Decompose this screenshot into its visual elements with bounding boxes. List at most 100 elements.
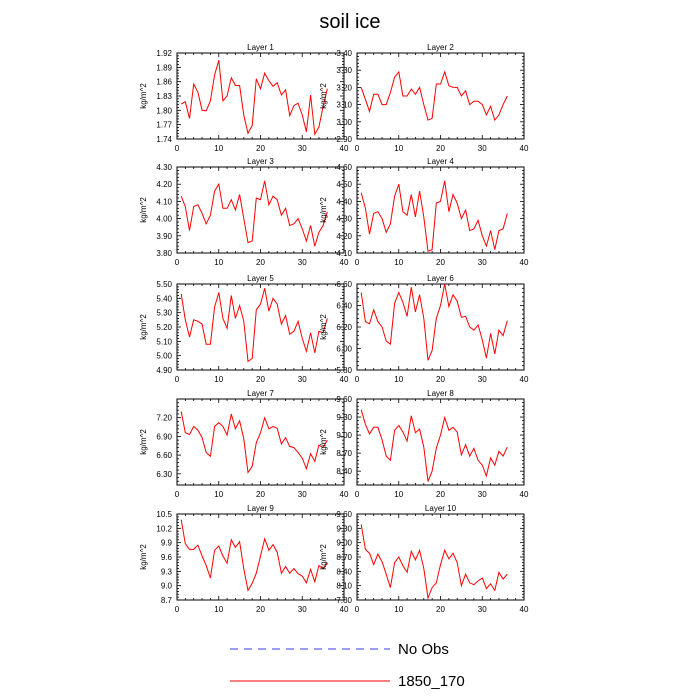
y-tick-label: 3.10 bbox=[336, 101, 352, 110]
y-tick-label: 4.50 bbox=[336, 180, 352, 189]
x-tick-label: 20 bbox=[256, 258, 265, 267]
panel-title: Layer 1 bbox=[247, 43, 274, 52]
series-line-1850-170 bbox=[360, 283, 508, 361]
y-tick-label: 10.2 bbox=[156, 524, 172, 533]
y-tick-label: 8.10 bbox=[336, 582, 352, 591]
y-tick-label: 1.86 bbox=[156, 78, 172, 87]
x-tick-label: 0 bbox=[355, 605, 360, 614]
plot-frame bbox=[356, 166, 525, 254]
y-tick-label: 4.30 bbox=[156, 163, 172, 172]
y-tick-label: 5.80 bbox=[336, 366, 352, 375]
x-tick-label: 40 bbox=[520, 144, 529, 153]
y-tick-label: 7.20 bbox=[156, 414, 172, 423]
y-tick-label: 5.20 bbox=[156, 323, 172, 332]
x-tick-label: 40 bbox=[520, 258, 529, 267]
x-tick-label: 30 bbox=[298, 490, 307, 499]
y-tick-label: 6.40 bbox=[336, 302, 352, 311]
y-tick-label: 3.40 bbox=[336, 49, 352, 58]
series-line-1850-170 bbox=[180, 519, 328, 592]
series-line-1850-170 bbox=[360, 524, 508, 601]
y-tick-label: 6.60 bbox=[156, 451, 172, 460]
x-tick-label: 10 bbox=[394, 144, 403, 153]
x-tick-label: 20 bbox=[436, 258, 445, 267]
legend-label-no-obs: No Obs bbox=[398, 641, 449, 658]
x-tick-label: 30 bbox=[478, 375, 487, 384]
x-tick-label: 20 bbox=[256, 490, 265, 499]
panel-layer-1: Layer 1 kg/m^2 0 10 20 30 40 1.74 1.77 1.80 1.83 1.… bbox=[139, 43, 349, 153]
y-tick-label: 4.10 bbox=[336, 249, 352, 258]
y-axis-label: kg/m^2 bbox=[139, 544, 148, 570]
x-tick-label: 0 bbox=[355, 375, 360, 384]
y-tick-label: 6.20 bbox=[336, 323, 352, 332]
x-tick-label: 0 bbox=[175, 605, 180, 614]
x-tick-label: 40 bbox=[340, 605, 349, 614]
y-tick-label: 7.80 bbox=[336, 596, 352, 605]
y-axis-label: kg/m^2 bbox=[319, 544, 328, 570]
y-tick-label: 1.77 bbox=[156, 121, 172, 130]
x-tick-label: 20 bbox=[256, 605, 265, 614]
y-tick-label: 1.89 bbox=[156, 63, 172, 72]
x-tick-label: 30 bbox=[298, 375, 307, 384]
x-tick-label: 40 bbox=[340, 375, 349, 384]
figure-title: soil ice bbox=[319, 11, 380, 33]
y-tick-label: 4.40 bbox=[336, 197, 352, 206]
y-tick-label: 6.90 bbox=[156, 432, 172, 441]
y-tick-label: 1.92 bbox=[156, 49, 172, 58]
x-tick-label: 30 bbox=[478, 605, 487, 614]
y-tick-label: 4.00 bbox=[156, 215, 172, 224]
y-tick-label: 5.50 bbox=[156, 280, 172, 289]
panel-title: Layer 10 bbox=[425, 504, 457, 513]
x-tick-label: 10 bbox=[394, 490, 403, 499]
y-tick-label: 9.9 bbox=[161, 539, 173, 548]
y-tick-label: 4.30 bbox=[336, 215, 352, 224]
x-tick-label: 0 bbox=[175, 144, 180, 153]
y-tick-label: 1.74 bbox=[156, 135, 172, 144]
panel-title: Layer 7 bbox=[247, 389, 274, 398]
y-axis-label: kg/m^2 bbox=[319, 429, 328, 455]
x-tick-label: 10 bbox=[394, 375, 403, 384]
x-tick-label: 10 bbox=[394, 258, 403, 267]
y-tick-label: 5.10 bbox=[156, 337, 172, 346]
panel-grid: Layer 1 kg/m^2 0 10 20 30 40 1.74 1.77 1.80 1.83 1.… bbox=[139, 43, 529, 614]
plot-frame bbox=[356, 513, 525, 601]
x-tick-label: 40 bbox=[520, 605, 529, 614]
x-tick-label: 10 bbox=[214, 375, 223, 384]
panel-title: Layer 4 bbox=[427, 157, 454, 166]
x-tick-label: 40 bbox=[340, 144, 349, 153]
y-tick-label: 9.30 bbox=[336, 524, 352, 533]
panel-layer-9: Layer 9 kg/m^2 0 10 20 30 40 8.7 9.0 9.3 9.6 9.9 10.… bbox=[139, 504, 349, 614]
x-tick-label: 0 bbox=[355, 258, 360, 267]
x-tick-label: 40 bbox=[340, 490, 349, 499]
x-tick-label: 30 bbox=[298, 258, 307, 267]
y-axis-label: kg/m^2 bbox=[139, 197, 148, 223]
x-tick-label: 30 bbox=[478, 490, 487, 499]
panel-title: Layer 6 bbox=[427, 274, 454, 283]
y-axis-label: kg/m^2 bbox=[319, 314, 328, 340]
plot-frame bbox=[356, 398, 525, 486]
y-tick-label: 8.40 bbox=[336, 567, 352, 576]
x-tick-label: 20 bbox=[436, 375, 445, 384]
y-tick-label: 3.20 bbox=[336, 83, 352, 92]
y-axis-label: kg/m^2 bbox=[139, 429, 148, 455]
y-tick-label: 9.00 bbox=[336, 539, 352, 548]
y-tick-label: 5.40 bbox=[156, 294, 172, 303]
panel-layer-4: Layer 4kg/m^20 10 20 30 404.104.204.304.404.… bbox=[319, 157, 529, 267]
panel-title: Layer 2 bbox=[427, 43, 454, 52]
x-tick-label: 30 bbox=[478, 258, 487, 267]
panel-title: Layer 3 bbox=[247, 157, 274, 166]
x-tick-label: 10 bbox=[214, 605, 223, 614]
panel-layer-5: Layer 5 kg/m^2 0 10 20 30 40 4.90 5.00 5.10 5.20 5.… bbox=[139, 274, 349, 384]
series-line-1850-170 bbox=[180, 288, 328, 363]
legend: No Obs 1850_170 bbox=[230, 641, 465, 690]
series-line-1850-170 bbox=[360, 180, 508, 253]
y-tick-label: 1.83 bbox=[156, 92, 172, 101]
series-line-1850-170 bbox=[180, 180, 328, 247]
y-tick-label: 4.90 bbox=[156, 366, 172, 375]
plot-frame bbox=[356, 52, 525, 140]
series-line-1850-170 bbox=[360, 70, 508, 122]
y-tick-label: 9.60 bbox=[336, 510, 352, 519]
x-tick-label: 0 bbox=[355, 144, 360, 153]
x-tick-label: 40 bbox=[520, 490, 529, 499]
y-tick-label: 9.3 bbox=[161, 567, 173, 576]
